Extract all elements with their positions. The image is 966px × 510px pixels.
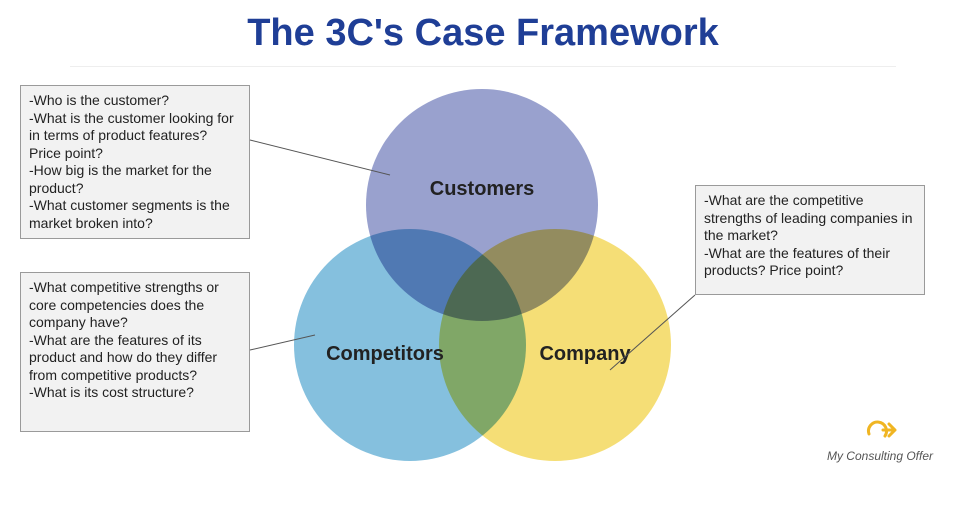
logo-arrow-icon [863,420,897,442]
venn-circle-company [439,229,671,461]
note-competitors: -What competitive strengths or core comp… [20,272,250,432]
title-underline [70,66,896,67]
note-competitors-text: -What competitive strengths or core comp… [29,279,223,400]
logo-text: My Consulting Offer [820,449,940,463]
page-title: The 3C's Case Framework [0,12,966,55]
brand-logo: My Consulting Offer [820,420,940,463]
note-company: -What are the competitive strengths of l… [695,185,925,295]
note-customers: -Who is the customer? -What is the custo… [20,85,250,239]
note-company-text: -What are the competitive strengths of l… [704,192,916,278]
note-customers-text: -Who is the customer? -What is the custo… [29,92,238,231]
diagram-stage: The 3C's Case Framework Customers Compet… [0,0,966,510]
connector-customers [250,140,390,175]
